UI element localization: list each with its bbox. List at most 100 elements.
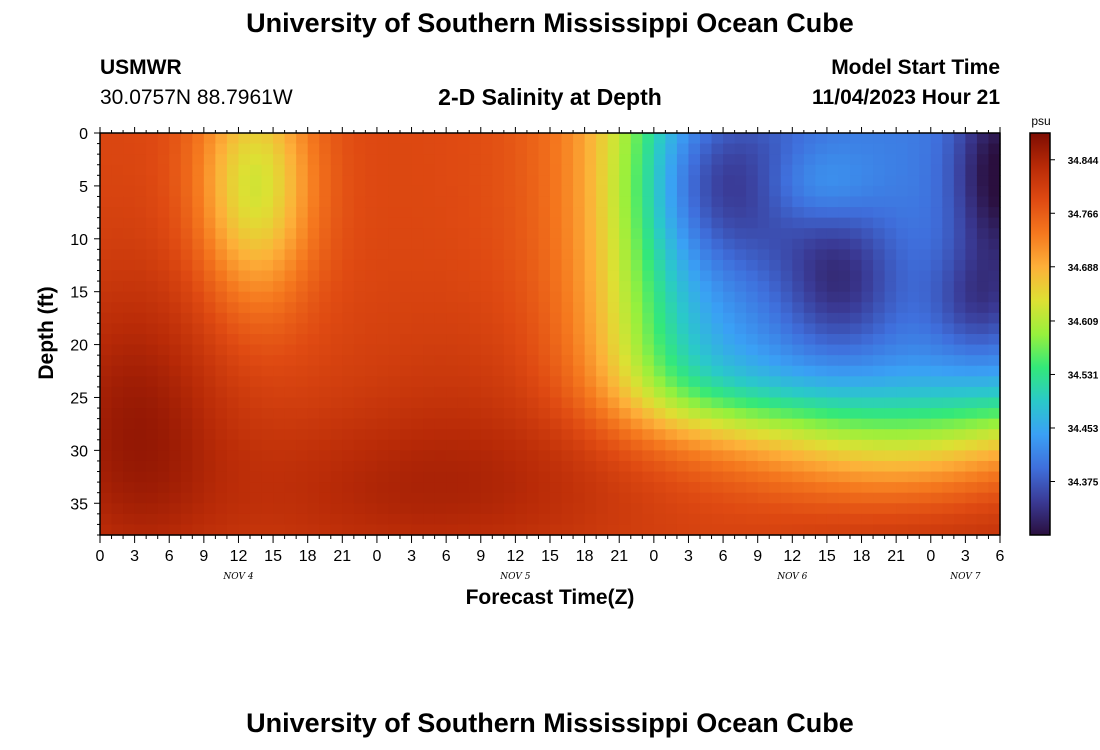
heatmap-cell <box>688 344 701 356</box>
heatmap-cell <box>561 228 574 240</box>
heatmap-cell <box>596 281 609 293</box>
heatmap-cell <box>561 143 574 155</box>
heatmap-cell <box>400 355 413 367</box>
heatmap-cell <box>826 281 840 293</box>
colorbar-tick-label: 34.375 <box>1068 477 1099 488</box>
heatmap-cell <box>503 185 516 198</box>
heatmap-cell <box>226 143 240 155</box>
heatmap-cell <box>261 185 274 198</box>
heatmap-cell <box>665 408 678 420</box>
heatmap-cell <box>261 143 274 155</box>
heatmap-cell <box>446 281 459 293</box>
heatmap-cell <box>757 503 770 515</box>
heatmap-cell <box>446 270 459 282</box>
heatmap-cell <box>850 270 863 282</box>
heatmap-cell <box>976 334 990 346</box>
heatmap-cell <box>238 344 251 356</box>
heatmap-cell <box>307 450 320 462</box>
heatmap-cell <box>861 471 874 483</box>
heatmap-cell <box>676 492 690 504</box>
heatmap-cell <box>157 482 170 494</box>
heatmap-cell <box>723 376 736 388</box>
heatmap-cell <box>146 217 159 229</box>
heatmap-cell <box>100 355 113 367</box>
heatmap-cell <box>850 217 863 229</box>
heatmap-cell <box>100 429 113 441</box>
heatmap-cell <box>307 376 320 388</box>
heatmap-cell <box>169 429 182 441</box>
heatmap-cell <box>734 471 747 483</box>
heatmap-cell <box>792 270 805 282</box>
heatmap-cell <box>215 492 228 504</box>
heatmap-cell <box>584 259 597 272</box>
heatmap-cell <box>815 185 828 198</box>
heatmap-cell <box>769 344 782 356</box>
heatmap-cell <box>480 524 493 536</box>
heatmap-cell <box>261 513 274 526</box>
heatmap-cell <box>146 450 159 462</box>
heatmap-cell <box>111 228 124 240</box>
heatmap-cell <box>688 418 701 430</box>
heatmap-cell <box>111 344 124 356</box>
heatmap-cell <box>261 164 274 176</box>
heatmap-cell <box>238 207 251 219</box>
heatmap-cell <box>757 492 770 504</box>
heatmap-cell <box>319 302 332 314</box>
heatmap-cell <box>330 482 343 494</box>
heatmap-cell <box>434 482 447 494</box>
heatmap-cell <box>353 344 366 356</box>
heatmap-cell <box>261 323 274 335</box>
heatmap-cell <box>826 376 840 388</box>
heatmap-cell <box>584 334 597 346</box>
heatmap-cell <box>284 334 297 346</box>
heatmap-cell <box>215 439 228 451</box>
heatmap-cell <box>850 228 863 240</box>
heatmap-cell <box>642 460 655 473</box>
heatmap-cell <box>146 376 159 388</box>
heatmap-cell <box>584 302 597 314</box>
heatmap-cell <box>942 249 955 261</box>
heatmap-cell <box>792 376 805 388</box>
heatmap-cell <box>884 503 897 515</box>
heatmap-cell <box>169 418 182 430</box>
heatmap-cell <box>653 185 666 198</box>
heatmap-cell <box>815 228 828 240</box>
heatmap-cell <box>111 365 124 377</box>
heatmap-cell <box>584 270 597 282</box>
heatmap-cell <box>723 355 736 367</box>
heatmap-cell <box>988 344 1001 356</box>
heatmap-cell <box>630 460 643 473</box>
heatmap-cell <box>676 281 690 293</box>
heatmap-cell <box>480 397 493 409</box>
heatmap-cell <box>296 344 309 356</box>
heatmap-cell <box>596 408 609 420</box>
heatmap-cell <box>492 429 505 441</box>
heatmap-cell <box>826 185 840 198</box>
heatmap-cell <box>123 281 136 293</box>
heatmap-cell <box>296 439 309 451</box>
heatmap-cell <box>123 503 136 515</box>
heatmap-cell <box>988 217 1001 229</box>
heatmap-cell <box>573 185 586 198</box>
heatmap-cell <box>688 185 701 198</box>
heatmap-cell <box>111 408 124 420</box>
heatmap-cell <box>169 450 182 462</box>
heatmap-cell <box>434 291 447 303</box>
x-tick-label: 3 <box>961 548 970 565</box>
heatmap-cell <box>319 154 332 166</box>
heatmap-cell <box>146 418 159 430</box>
heatmap-cell <box>226 207 240 219</box>
heatmap-cell <box>503 460 516 473</box>
heatmap-cell <box>180 450 193 462</box>
heatmap-cell <box>250 365 263 377</box>
heatmap-cell <box>584 312 597 325</box>
y-tick-label: 0 <box>79 126 88 143</box>
heatmap-cell <box>861 196 874 208</box>
heatmap-cell <box>676 249 690 261</box>
heatmap-cell <box>596 460 609 473</box>
heatmap-cell <box>630 133 643 145</box>
heatmap-cell <box>884 259 897 272</box>
heatmap-cell <box>711 228 724 240</box>
heatmap-cell <box>100 323 113 335</box>
heatmap-cell <box>411 302 424 314</box>
